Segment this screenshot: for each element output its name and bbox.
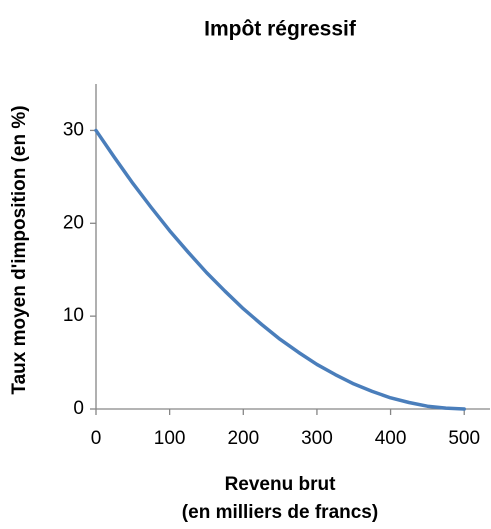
y-tick-label: 10 [63, 305, 84, 326]
y-tick-label: 20 [63, 212, 84, 233]
x-axis-title: (en milliers de francs) [182, 502, 378, 523]
y-axis-title: Taux moyen d'imposition (en %) [9, 105, 30, 394]
x-axis-title: Revenu brut [225, 474, 337, 495]
line-series [94, 128, 466, 411]
chart-title: Impôt régressif [204, 18, 357, 41]
x-tick-label: 400 [375, 428, 407, 449]
x-tick-label: 200 [227, 428, 259, 449]
y-tick-label: 30 [63, 119, 84, 140]
x-tick-label: 500 [448, 428, 480, 449]
x-tick-label: 100 [154, 428, 186, 449]
y-tick-label: 0 [73, 398, 84, 419]
x-tick-label: 0 [91, 428, 102, 449]
x-tick-label: 300 [301, 428, 333, 449]
